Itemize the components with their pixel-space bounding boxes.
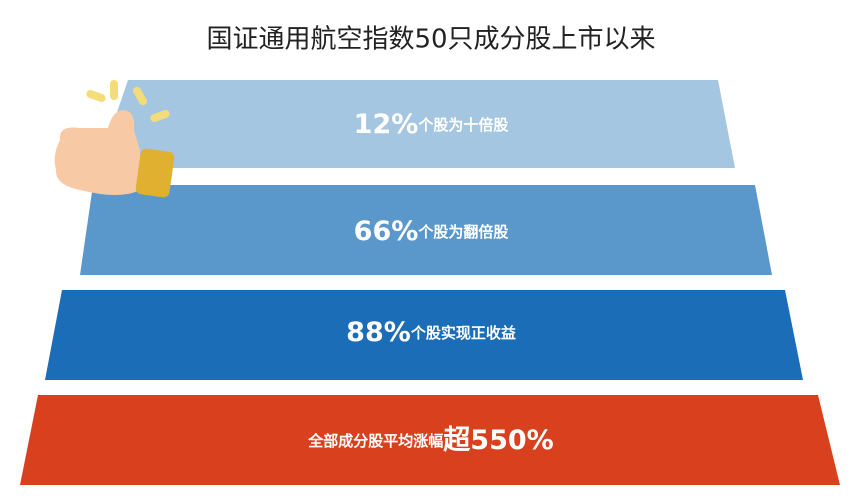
tier-4-label: 全部成分股平均涨幅: [307, 432, 443, 450]
thumbs-up-icon: [54, 80, 175, 198]
tier-3-label: 个股实现正收益: [410, 324, 516, 342]
tier-1-highlight: 12%: [354, 109, 419, 140]
tier-3-highlight: 88%: [346, 317, 411, 348]
tier-1: [98, 80, 735, 168]
tier-2-text: 66%个股为翻倍股: [354, 216, 510, 247]
tier-1-text: 12%个股为十倍股: [354, 109, 510, 140]
tier-4-highlight: 超550%: [443, 425, 553, 456]
tier-2-highlight: 66%: [354, 216, 419, 247]
tier-4: [20, 395, 840, 485]
tier-2: [80, 185, 772, 275]
tier-2-label: 个股为翻倍股: [417, 223, 509, 241]
title: 国证通用航空指数50只成分股上市以来: [206, 25, 655, 55]
tier-3: [45, 290, 803, 380]
tier-3-text: 88%个股实现正收益: [346, 317, 516, 348]
tier-1-label: 个股为十倍股: [417, 116, 509, 134]
tier-4-text: 全部成分股平均涨幅超550%: [307, 425, 553, 456]
